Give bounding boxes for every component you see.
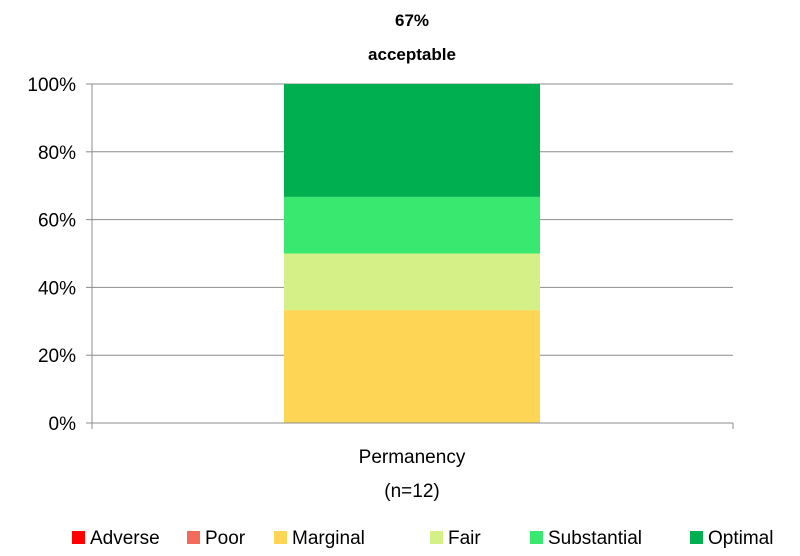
y-tick-labels: 0% 20% 40% 60% 80% 100%: [27, 75, 76, 435]
legend-label-poor: Poor: [205, 528, 246, 549]
y-tick-label: 0%: [49, 414, 77, 435]
category-sublabel: (n=12): [384, 481, 439, 502]
y-tick-label: 20%: [38, 346, 76, 367]
y-tick-label: 80%: [38, 143, 76, 164]
legend-label-fair: Fair: [448, 528, 481, 549]
legend-label-marginal: Marginal: [292, 528, 365, 549]
legend-swatch-fair: [430, 531, 443, 544]
bar-segment-substantial: [284, 196, 540, 254]
y-tick-label: 100%: [27, 75, 76, 96]
legend-label-substantial: Substantial: [548, 528, 642, 549]
legend-label-optimal: Optimal: [708, 528, 773, 549]
y-tick-label: 60%: [38, 211, 76, 232]
chart-subtitle: acceptable: [368, 45, 456, 64]
legend-swatch-marginal: [274, 531, 287, 544]
chart-title: 67%: [395, 11, 429, 30]
bar-segments: [284, 84, 540, 423]
legend-swatch-adverse: [72, 531, 85, 544]
legend-label-adverse: Adverse: [90, 528, 160, 549]
bar-segment-optimal: [284, 84, 540, 197]
legend: Adverse Poor Marginal Fair Substantial Optima…: [72, 528, 773, 549]
bar-segment-marginal: [284, 310, 540, 423]
legend-swatch-poor: [187, 531, 200, 544]
legend-swatch-substantial: [530, 531, 543, 544]
y-tick-label: 40%: [38, 278, 76, 299]
bar-segment-fair: [284, 253, 540, 311]
legend-swatch-optimal: [690, 531, 703, 544]
category-label: Permanency: [359, 447, 466, 468]
axes: [91, 84, 734, 429]
